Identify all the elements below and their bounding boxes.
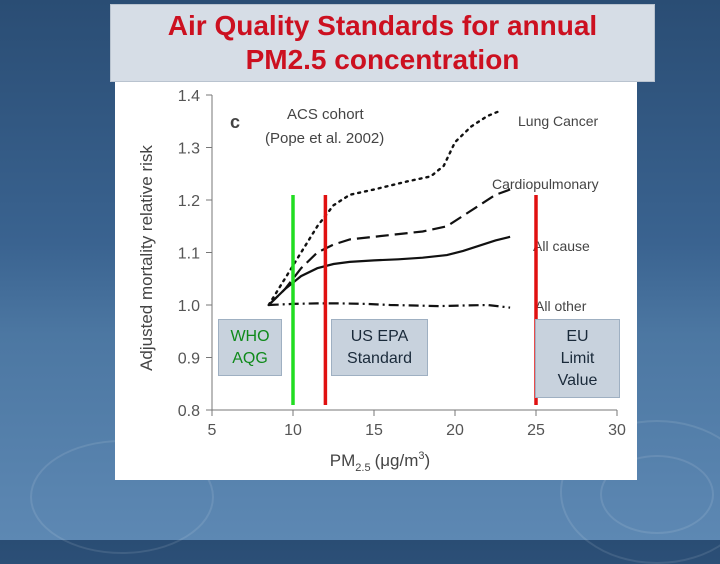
- x-tick-label: 30: [608, 422, 626, 439]
- slide-title: Air Quality Standards for annual PM2.5 c…: [167, 10, 598, 75]
- panel-letter: c: [230, 112, 240, 132]
- background-ripple: [600, 455, 714, 534]
- y-tick-label: 1.0: [178, 298, 200, 315]
- y-tick-label: 1.4: [178, 88, 200, 105]
- y-axis-label: Adjusted mortality relative risk: [137, 145, 156, 371]
- x-tick-label: 5: [208, 422, 217, 439]
- standard-box-who: WHO AQG: [218, 319, 282, 376]
- series-label-lung-cancer: Lung Cancer: [518, 113, 599, 129]
- y-tick-label: 1.2: [178, 193, 200, 210]
- standard-box-eu: EU Limit Value: [535, 319, 620, 398]
- series-label-all-other: All other: [535, 298, 587, 314]
- chart-panel: 0.8 0.9 1.0 1.1 1.2 1.3 1.4 5 10 15 20 25 30 Lung Ca…: [115, 82, 637, 480]
- x-tick-label: 10: [284, 422, 302, 439]
- x-axis-label: PM2.5 (μg/m3): [330, 450, 430, 474]
- x-axis-label-unit: (μg/m: [375, 451, 419, 470]
- x-axis-label-main: PM: [330, 451, 356, 470]
- y-tick-label: 1.3: [178, 141, 200, 158]
- x-axis-label-subscript: 2.5: [355, 462, 370, 474]
- series-line-lung-cancer: [267, 109, 502, 307]
- chart-series: [267, 109, 511, 309]
- series-label-all-cause: All cause: [533, 238, 590, 254]
- standard-box-us-epa: US EPA Standard: [331, 319, 428, 376]
- y-tick-label: 1.1: [178, 246, 200, 263]
- series-label-cardiopulmonary: Cardiopulmonary: [492, 176, 599, 192]
- chart-axes: 0.8 0.9 1.0 1.1 1.2 1.3 1.4 5 10 15 20 25 30: [178, 88, 626, 439]
- x-axis-label-superscript: 3: [418, 450, 424, 462]
- x-tick-label: 15: [365, 422, 383, 439]
- annotation-reference: (Pope et al. 2002): [265, 130, 384, 147]
- x-axis-label-close: ): [425, 451, 431, 470]
- series-line-cardiopulmonary: [267, 188, 511, 306]
- x-tick-label: 20: [446, 422, 464, 439]
- annotation-cohort: ACS cohort: [287, 106, 365, 123]
- slide-title-box: Air Quality Standards for annual PM2.5 c…: [110, 4, 655, 82]
- chart-labels: Lung Cancer Cardiopulmonary All cause All o…: [492, 113, 599, 314]
- y-tick-label: 0.9: [178, 351, 200, 368]
- x-tick-label: 25: [527, 422, 545, 439]
- y-tick-label: 0.8: [178, 403, 200, 420]
- series-line-all-cause: [267, 235, 511, 306]
- chart-svg: 0.8 0.9 1.0 1.1 1.2 1.3 1.4 5 10 15 20 25 30 Lung Ca…: [137, 88, 626, 474]
- series-line-all-other: [268, 302, 511, 309]
